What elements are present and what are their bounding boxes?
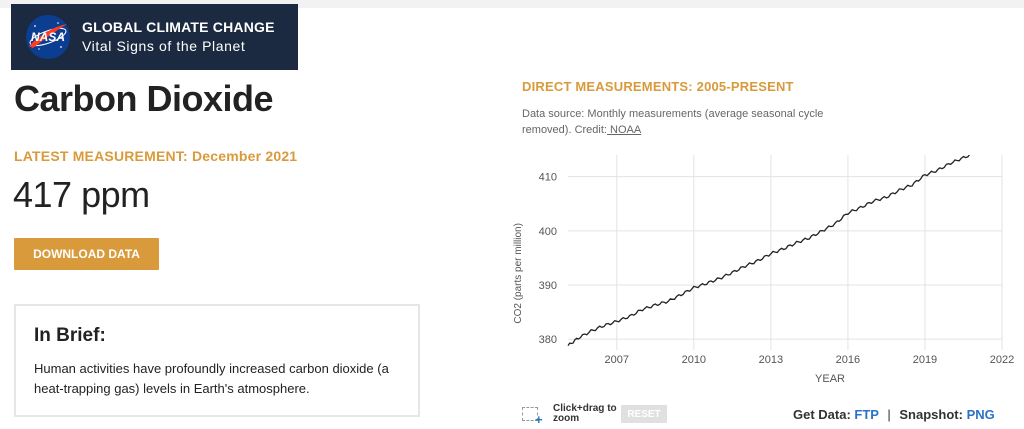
in-brief-heading: In Brief: xyxy=(34,325,106,346)
y-tick-label: 410 xyxy=(539,172,557,184)
nasa-logo-icon: NASA xyxy=(26,15,70,59)
get-data-bar: Get Data: FTP | Snapshot: PNG xyxy=(793,407,995,422)
latest-measurement-label: LATEST MEASUREMENT: December 2021 xyxy=(14,148,298,164)
site-subtitle: Vital Signs of the Planet xyxy=(82,38,246,54)
ftp-link[interactable]: FTP xyxy=(854,407,879,422)
site-title: GLOBAL CLIMATE CHANGE xyxy=(82,19,275,35)
y-tick-label: 400 xyxy=(539,226,557,238)
get-data-separator: | xyxy=(887,407,891,422)
in-brief-box: In Brief: Human activities have profound… xyxy=(14,304,420,417)
in-brief-text: Human activities have profoundly increas… xyxy=(34,361,389,396)
co2-line-chart[interactable]: 2007 2010 2013 2016 2019 2022 380 390 400 410 YEAR… xyxy=(505,155,1024,390)
y-tick-label: 390 xyxy=(539,280,557,292)
latest-measurement-value: 417 ppm xyxy=(13,174,150,215)
site-header[interactable]: NASA GLOBAL CLIMATE CHANGE Vital Signs o… xyxy=(11,4,298,70)
download-data-button[interactable]: DOWNLOAD DATA xyxy=(14,238,159,270)
snapshot-label: Snapshot: xyxy=(899,407,963,422)
get-data-label: Get Data: xyxy=(793,407,851,422)
top-strip xyxy=(0,0,1024,8)
x-tick-label: 2016 xyxy=(836,354,860,366)
zoom-hint: Click+drag to zoom xyxy=(553,403,617,424)
chart-section-title: DIRECT MEASUREMENTS: 2005-PRESENT xyxy=(522,79,794,94)
reset-zoom-button[interactable]: RESET xyxy=(621,405,667,423)
y-axis-label: CO2 (parts per million) xyxy=(513,223,524,324)
data-source-text: Data source: Monthly measurements (avera… xyxy=(522,108,824,136)
x-axis-label: YEAR xyxy=(815,373,845,385)
x-tick-label: 2013 xyxy=(759,354,783,366)
x-tick-label: 2019 xyxy=(913,354,937,366)
x-tick-label: 2010 xyxy=(682,354,706,366)
page-title: Carbon Dioxide xyxy=(14,78,274,119)
y-tick-label: 380 xyxy=(539,334,557,346)
data-source-note: Data source: Monthly measurements (avera… xyxy=(522,106,842,138)
x-tick-label: 2007 xyxy=(605,354,629,366)
png-link[interactable]: PNG xyxy=(966,407,995,422)
zoom-selection-icon xyxy=(522,407,538,421)
nasa-logo-text: NASA xyxy=(31,30,65,44)
x-tick-label: 2022 xyxy=(990,354,1014,366)
zoom-plus-icon: + xyxy=(535,412,543,427)
noaa-link[interactable]: NOAA xyxy=(606,124,642,136)
co2-series-line xyxy=(567,155,975,347)
